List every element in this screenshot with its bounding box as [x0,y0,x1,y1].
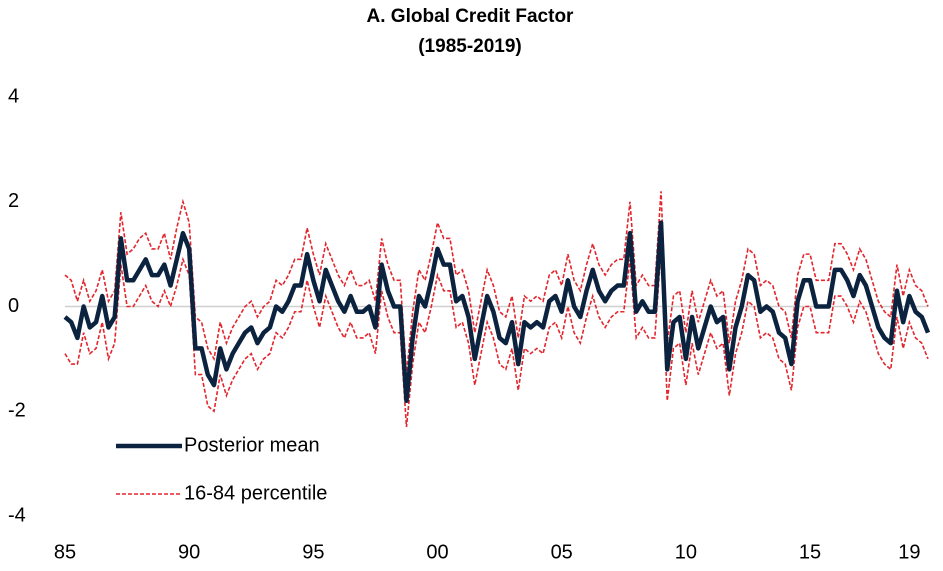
x-tick-label: 90 [178,541,200,563]
x-tick-label: 85 [54,541,76,563]
x-tick-label: 10 [675,541,697,563]
chart-title: A. Global Credit Factor [367,6,575,27]
chart-subtitle: (1985-2019) [418,36,522,57]
legend-label: Posterior mean [184,434,320,456]
percentile-upper [64,191,929,375]
y-tick-label: 2 [8,190,19,212]
posterior-mean-line [63,220,931,404]
x-tick-label: 19 [898,541,920,563]
percentile-lower [64,248,929,428]
y-tick-label: -4 [8,504,26,526]
y-tick-label: 0 [8,295,19,317]
y-tick-label: -2 [8,400,26,422]
legend-label: 16-84 percentile [184,482,327,504]
x-tick-label: 95 [302,541,324,563]
x-tick-label: 00 [426,541,448,563]
x-tick-label: 05 [551,541,573,563]
x-tick-label: 15 [799,541,821,563]
y-tick-label: 4 [8,85,19,107]
